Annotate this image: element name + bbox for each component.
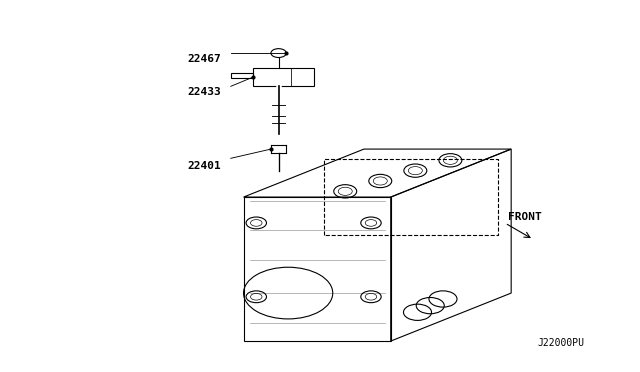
Text: 22433: 22433 — [188, 87, 221, 97]
Text: 22401: 22401 — [188, 161, 221, 171]
Text: J22000PU: J22000PU — [538, 338, 584, 348]
Text: FRONT: FRONT — [508, 212, 541, 222]
Text: 22467: 22467 — [188, 54, 221, 64]
